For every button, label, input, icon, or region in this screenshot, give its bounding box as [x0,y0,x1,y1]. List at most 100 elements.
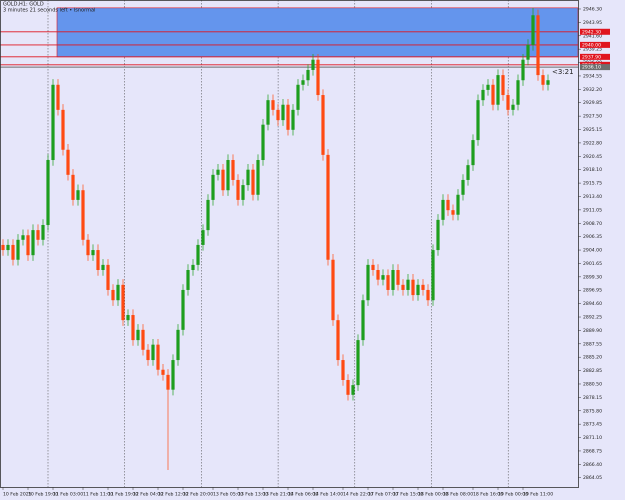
candle-body [386,275,390,290]
candle-body [161,369,165,375]
x-tick-label: 18 Feb 16:00 [473,492,503,498]
candle-body [316,59,320,96]
candle-body [136,329,140,341]
candle-body [46,160,50,225]
x-tick-label: 14 Feb 22:00 [343,492,373,498]
y-tick-label: 2882.85 [583,368,602,374]
candle-body [241,185,245,200]
candle-body [231,160,235,180]
candle-body [491,84,495,105]
candle-body [531,15,535,45]
x-tick-label: 11 Feb 03:00 [53,492,83,498]
candle-body [516,80,520,105]
y-tick-label: 2885.20 [583,355,602,361]
y-tick-label: 2880.50 [583,381,602,387]
candle-body [381,275,385,280]
countdown: 3 minutes 21 seconds left • Isnormal [3,8,95,14]
x-tick-label: 13 Feb 21:00 [263,492,293,498]
candle-body [31,230,35,256]
candle-body [211,174,215,200]
candle-body [471,140,475,166]
candle-body [261,124,265,161]
candle-body [281,104,285,121]
y-tick-label: 2927.50 [583,114,602,120]
candle-body [96,250,100,271]
candle-body [326,154,330,260]
level-label: 2936.10 [582,65,601,71]
candle-body [451,210,455,215]
x-tick-label: 12 Feb 12:00 [158,492,188,498]
candle-body [506,95,510,110]
y-tick-label: 2929.85 [583,100,602,106]
candle-body [341,360,345,380]
y-tick-label: 2887.55 [583,341,602,347]
candle-body [301,80,305,85]
candle-body [81,190,85,240]
candle-body [21,235,25,240]
x-tick-label: 12 Feb 20:00 [183,492,213,498]
candle-body [351,385,355,395]
candle-body [66,149,70,175]
level-label: 2942.30 [582,29,601,35]
candle-body [246,169,250,186]
candle-body [376,270,380,280]
y-tick-label: 2908.70 [583,221,602,227]
plot-area [0,0,579,487]
candle-body [181,289,185,330]
level-label: 2937.90 [582,54,601,60]
y-tick-label: 2932.20 [583,87,602,93]
candle-body [26,235,30,256]
candle-body [476,100,480,141]
candle-body [391,270,395,290]
y-tick-label: 2922.80 [583,140,602,146]
y-tick-label: 2878.15 [583,395,602,401]
zone [56,7,579,58]
candle-body [101,264,105,271]
candle-body [421,284,425,290]
candle-body [356,340,360,386]
candle-body [396,270,400,285]
candle-body [416,284,420,296]
x-tick-label: 17 Feb 15:00 [393,492,423,498]
candle-body [541,75,545,85]
y-tick-label: 2864.05 [583,475,602,481]
y-tick-label: 2911.05 [583,207,602,213]
candle-body [401,284,405,290]
candle-body [176,329,180,361]
candle-body [121,284,125,321]
candle-body [546,80,550,85]
candle-body [431,250,435,301]
level-tag [580,53,610,60]
candle-body [51,84,55,161]
y-tick-label: 2925.15 [583,127,602,133]
level-label: 2940.00 [582,42,601,48]
candle-body [116,284,120,301]
x-tick-label: 18 Feb 08:00 [443,492,473,498]
x-tick-label: 11 Feb 19:00 [108,492,138,498]
candle-body [411,279,415,296]
candle-body [536,15,540,76]
candle-body [1,244,5,251]
candle-body [266,100,270,125]
y-tick-label: 2915.75 [583,181,602,187]
candle-body [196,244,200,265]
candle-body [36,230,40,240]
candle-body [186,270,190,290]
candle-body [276,109,280,121]
plot-border [0,0,579,488]
candle-body [71,174,75,200]
candle-body [271,100,275,110]
candle-body [236,179,240,200]
candle-body [16,239,20,260]
x-tick-label: 11 Feb 11:00 [83,492,113,498]
x-tick-label: 18 Feb 00:00 [418,492,448,498]
y-tick-label: 2894.60 [583,301,602,307]
candle-body [56,84,60,110]
y-tick-label: 2875.80 [583,408,602,414]
candle-body [481,89,485,101]
candle-body [156,344,160,370]
x-tick-label: 10 Feb 19:00 [28,492,58,498]
chart-title: GOLD,H1: GOLD [3,2,44,8]
candle-body [456,194,460,215]
